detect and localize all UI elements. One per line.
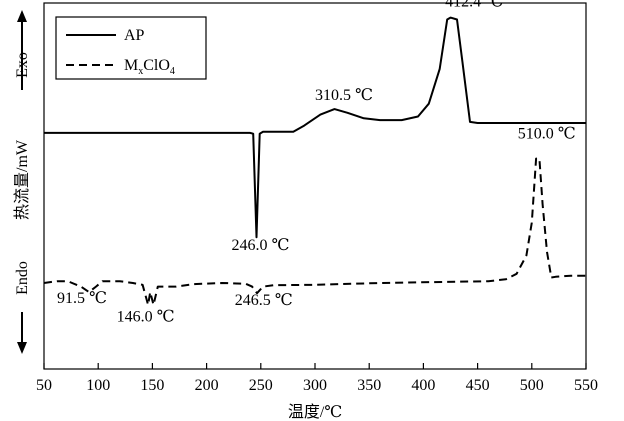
- x-tick-label: 350: [357, 377, 381, 394]
- x-tick-label: 500: [520, 377, 544, 394]
- legend-box: [55, 16, 207, 80]
- x-tick-label: 550: [574, 377, 598, 394]
- x-axis-title: 温度/℃: [288, 403, 342, 421]
- peak-annotation: 146.0 ℃: [117, 308, 175, 325]
- legend-label-ap: AP: [124, 27, 145, 44]
- x-axis-ticks: 50 100 150 200 250 300 350 400 450 500 550: [36, 363, 598, 394]
- legend-label-mxclo4: MxClO4: [124, 57, 175, 77]
- x-tick-label: 250: [249, 377, 273, 394]
- y-axis-title: 热流量/mW: [13, 139, 31, 220]
- peak-annotation: 246.0 ℃: [232, 237, 290, 254]
- series-line-mxclo4: [43, 157, 586, 306]
- x-tick-label: 300: [303, 377, 327, 394]
- peak-annotation: 412.4 ℃: [445, 0, 503, 11]
- x-tick-label: 50: [36, 377, 52, 394]
- x-tick-label: 200: [195, 377, 219, 394]
- x-tick-label: 150: [140, 377, 164, 394]
- y-endo-label: Endo: [14, 261, 31, 295]
- annotation-group: 412.4 ℃ 310.5 ℃ 510.0 ℃ 246.0 ℃ 91.5 ℃ 246.5 …: [57, 0, 576, 325]
- peak-annotation: 91.5 ℃: [57, 290, 107, 307]
- series-group: [43, 16, 586, 306]
- peak-annotation: 246.5 ℃: [235, 292, 293, 309]
- legend: AP MxClO4: [55, 16, 207, 80]
- x-tick-label: 400: [411, 377, 435, 394]
- peak-annotation: 510.0 ℃: [518, 125, 576, 142]
- x-tick-label: 450: [466, 377, 490, 394]
- series-line-ap: [44, 16, 586, 239]
- exo-arrow: [17, 10, 27, 90]
- endo-arrow: [17, 312, 27, 354]
- x-tick-label: 100: [86, 377, 110, 394]
- peak-annotation: 310.5 ℃: [315, 87, 373, 104]
